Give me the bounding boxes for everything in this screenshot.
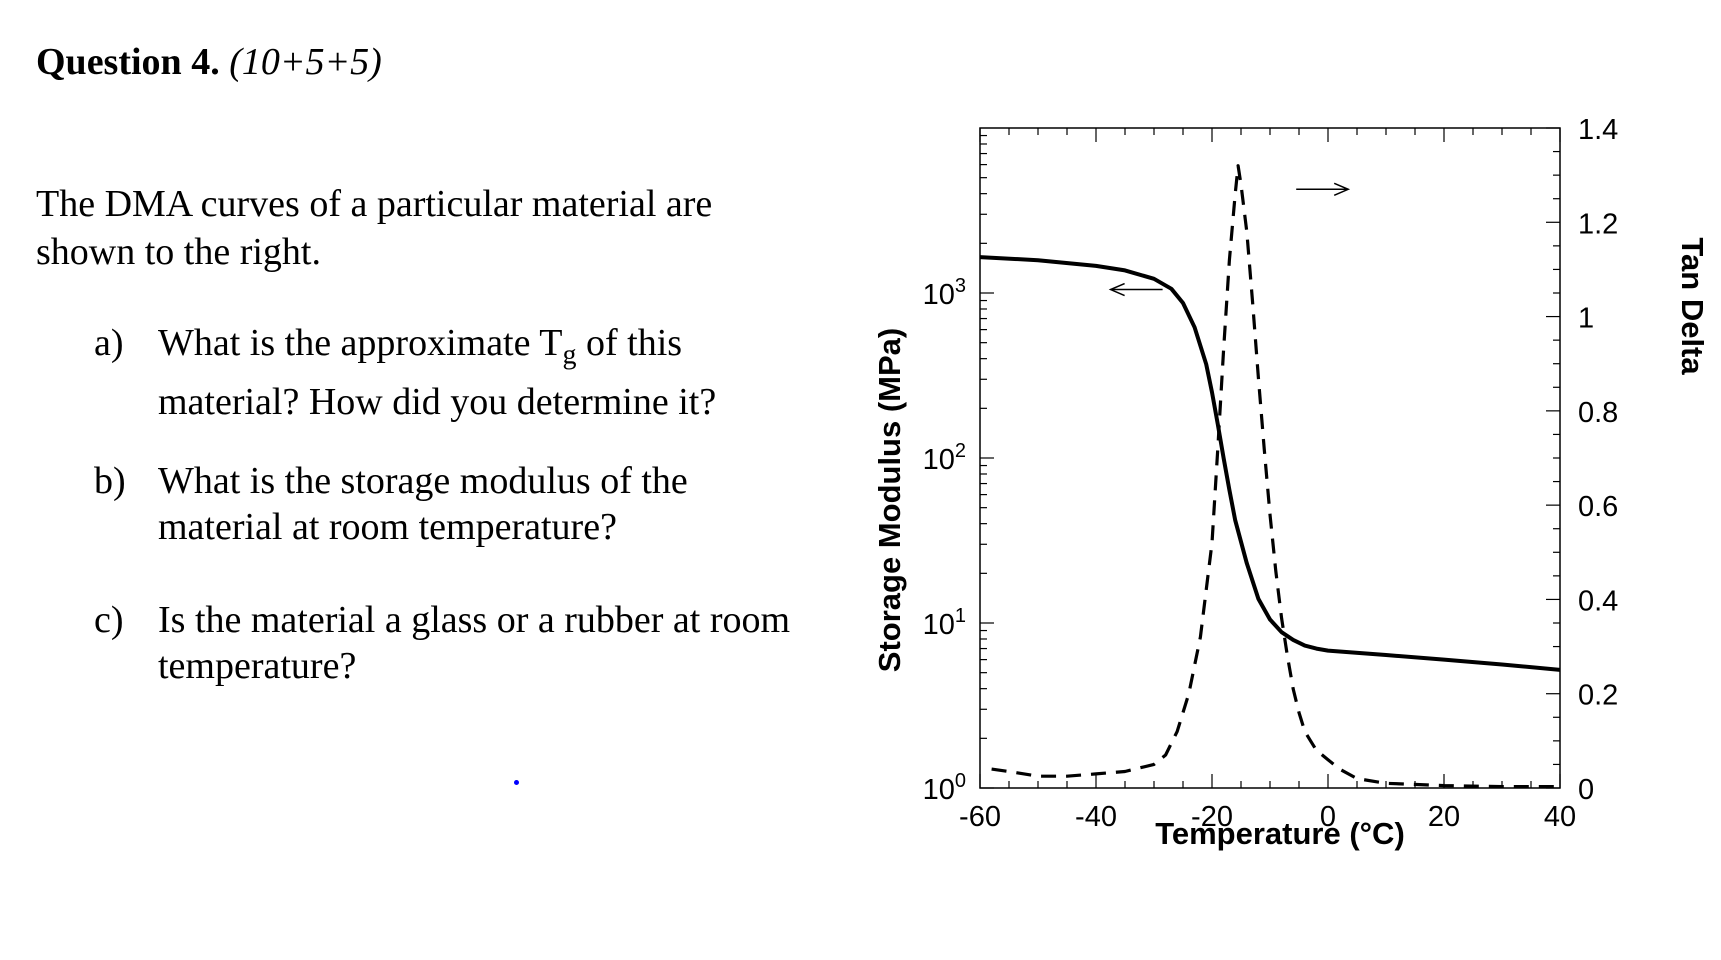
intro-line-2: shown to the right.: [36, 231, 321, 273]
right-tick-label: 1: [1578, 303, 1594, 335]
right-tick-label: 0.2: [1578, 680, 1618, 712]
item-line-1: What is the storage modulus of the: [158, 460, 688, 502]
arrow-head: [1333, 182, 1351, 196]
question-title: Question 4. (10+5+5): [36, 40, 382, 84]
x-tick-label: 0: [1320, 801, 1336, 833]
item-text: What is the approximate Tg of this materi…: [158, 320, 854, 425]
right-tick-label: 0.6: [1578, 491, 1618, 523]
intro-line-1: The DMA curves of a particular material …: [36, 183, 713, 225]
right-tick-label: 0.4: [1578, 585, 1618, 617]
left-tick-label: 103: [923, 275, 966, 311]
left-tick-label: 100: [923, 770, 966, 806]
tick-exponent: 3: [955, 275, 966, 297]
item-label: a): [94, 322, 124, 364]
item-line-2: temperature?: [158, 645, 357, 687]
item-line-1: Is the material a glass or a rubber at r…: [158, 599, 791, 641]
left-tick-label: 101: [923, 605, 966, 641]
plot-border: [979, 127, 1561, 789]
item-line-2: material at room temperature?: [158, 506, 617, 548]
tick-base: 10: [923, 609, 955, 641]
tick-exponent: 1: [955, 605, 966, 627]
left-axis-label: Storage Modulus (MPa): [872, 328, 907, 672]
tick-exponent: 0: [955, 770, 966, 792]
storage-modulus-line: [979, 255, 1561, 672]
question-heading: Question 4.: [36, 41, 220, 83]
arrow-head: [1108, 282, 1125, 297]
stray-dot: [514, 780, 519, 785]
tick-base: 10: [923, 774, 955, 806]
tick-base: 10: [923, 279, 955, 311]
left-tick-label: 102: [923, 440, 966, 476]
item-label: c): [94, 599, 124, 641]
plot-frame: [979, 127, 1561, 789]
question-intro: The DMA curves of a particular material …: [36, 180, 816, 276]
question-item-b: b) What is the storage modulus of the mat…: [94, 458, 854, 550]
item-text: What is the storage modulus of the materi…: [158, 458, 854, 550]
item-line-2: material? How did you determine it?: [158, 380, 717, 423]
question-item-c: c) Is the material a glass or a rubber a…: [94, 597, 854, 689]
item-text: Is the material a glass or a rubber at r…: [158, 597, 854, 689]
item-line-1-subscript: g: [562, 339, 577, 371]
question-item-a: a) What is the approximate Tg of this mat…: [94, 320, 854, 425]
direction-arrows: [1108, 182, 1351, 297]
tick-base: 10: [923, 444, 955, 476]
x-tick-label: -60: [959, 801, 1001, 833]
series-group: [979, 164, 1561, 789]
item-label: b): [94, 460, 126, 502]
right-axis-ticks: 0 0.2 0.4 0.6 0.8 1 1.2 1.4: [1546, 114, 1618, 806]
x-tick-label: -40: [1075, 801, 1117, 833]
x-tick-label: 40: [1544, 801, 1576, 833]
right-tick-label: 0: [1578, 774, 1594, 806]
item-line-1-pre: What is the approximate T: [158, 322, 563, 364]
x-tick-label: -20: [1191, 801, 1233, 833]
question-points: (10+5+5): [229, 41, 382, 83]
right-tick-label: 1.4: [1578, 114, 1618, 146]
x-axis-ticks: -60 -40 -20 0 20 40: [959, 128, 1576, 833]
item-line-1-post: of this: [576, 322, 683, 364]
x-tick-label: 20: [1428, 801, 1460, 833]
tan-delta-line: [991, 164, 1560, 789]
right-axis-label: Tan Delta: [1675, 237, 1710, 375]
right-tick-label: 1.2: [1578, 208, 1618, 240]
tick-exponent: 2: [955, 440, 966, 462]
x-axis-label: Temperature (°C): [1155, 816, 1405, 851]
right-tick-label: 0.8: [1578, 397, 1618, 429]
